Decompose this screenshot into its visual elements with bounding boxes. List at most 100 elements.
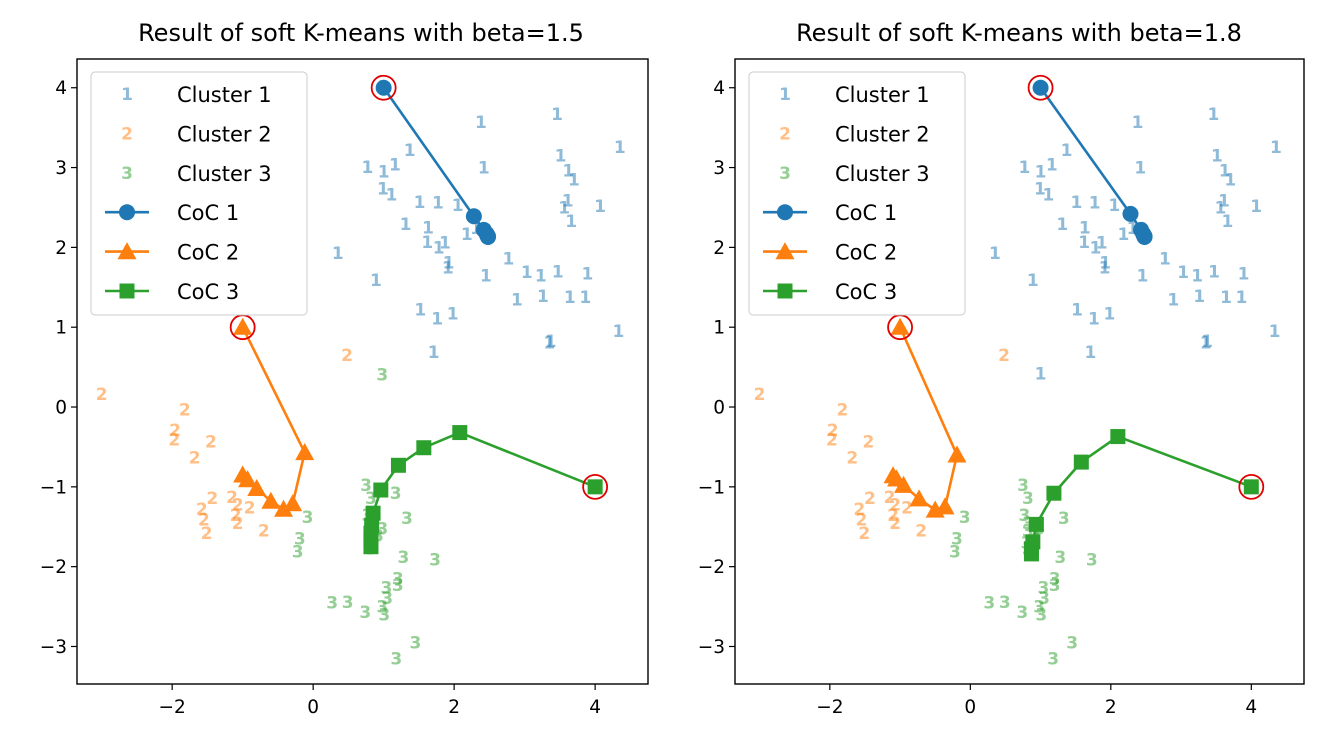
- cluster-3-point: 3: [999, 593, 1011, 613]
- cluster-3-point: 3: [401, 509, 413, 529]
- cluster-1-point: 1: [1108, 196, 1120, 216]
- coc-3-marker: [1110, 429, 1126, 445]
- cluster-1-point: 1: [1220, 288, 1232, 308]
- legend-marker: [777, 283, 793, 299]
- coc-2-marker: [274, 499, 294, 517]
- cluster-1-point: 1: [1056, 215, 1068, 235]
- cluster-2-point: 2: [244, 499, 256, 519]
- cluster-1-point: 1: [1191, 266, 1203, 286]
- cluster-2-point: 2: [189, 448, 201, 468]
- cluster-2-point: 2: [827, 421, 839, 441]
- cluster-2-point: 2: [864, 489, 876, 509]
- cluster-1-point: 1: [1027, 271, 1039, 291]
- cluster-2-point: 2: [846, 448, 858, 468]
- cluster-1-point: 1: [447, 305, 459, 325]
- cluster-1-point: 1: [1042, 186, 1054, 206]
- coc-2-marker: [947, 445, 967, 463]
- cluster-1-point: 1: [378, 163, 390, 183]
- cluster-1-point: 1: [443, 254, 455, 274]
- coc-2-marker: [283, 494, 303, 512]
- cluster-1-point: 1: [564, 288, 576, 308]
- cluster-1-point: 1: [362, 158, 374, 178]
- cluster-3-point: 3: [294, 530, 306, 550]
- cluster-1-point: 1: [1061, 141, 1073, 161]
- coc-3-marker: [587, 479, 603, 495]
- y-tick-label: −1: [698, 477, 725, 498]
- cluster-1-point: 1: [452, 196, 464, 216]
- plot-title: Result of soft K-means with beta=1.5: [138, 19, 584, 47]
- legend-marker: [119, 204, 135, 221]
- cluster-1-point: 1: [562, 162, 574, 182]
- cluster-1-point: 1: [1201, 332, 1213, 352]
- cluster-3-point: 3: [1049, 570, 1061, 590]
- initial-center-ring: [1027, 74, 1054, 101]
- cluster-3-point: 3: [1054, 548, 1066, 568]
- y-tick-label: 3: [55, 158, 67, 179]
- cluster-2-point: 2: [901, 499, 913, 519]
- coc-2-marker: [295, 443, 315, 461]
- legend: 1 Cluster 1 2 Cluster 2 3 Cluster 3 CoC 1 CoC 2…: [748, 71, 966, 316]
- cluster-1-point: 1: [1079, 218, 1091, 238]
- cluster-3-point: 3: [390, 484, 402, 504]
- cluster-1-point: 1: [1207, 105, 1219, 125]
- cluster-1-point: 1: [1089, 238, 1101, 258]
- cluster-1-point: 1: [480, 266, 492, 286]
- cluster-1-point: 1: [562, 191, 574, 211]
- legend-label: CoC 2: [177, 241, 239, 265]
- cluster-1-point: 1: [332, 244, 344, 264]
- y-tick-label: −3: [698, 637, 725, 658]
- legend-label: Cluster 2: [177, 122, 272, 146]
- cluster-1-point: 1: [555, 147, 567, 167]
- legend-marker: 2: [779, 124, 791, 144]
- legend-marker: [119, 283, 135, 299]
- legend-marker: 1: [121, 85, 133, 105]
- cluster-3-point: 3: [1086, 550, 1098, 570]
- legend-label: CoC 2: [835, 241, 897, 265]
- cluster-1-point: 1: [404, 141, 416, 161]
- cluster-1-point: 1: [1167, 290, 1179, 310]
- y-tick-label: −3: [40, 637, 67, 658]
- cluster-1-point: 1: [478, 159, 490, 179]
- cluster-1-point: 1: [1214, 198, 1226, 218]
- cluster-2-point: 2: [230, 506, 242, 526]
- cluster-3-point: 3: [342, 593, 354, 613]
- cluster-3-point: 3: [1017, 476, 1029, 496]
- plot-frame: [76, 58, 649, 685]
- cluster-3-point: 3: [302, 508, 314, 528]
- y-tick-label: 3: [713, 158, 725, 179]
- coc-2-marker: [233, 317, 253, 335]
- cluster-1-point: 1: [565, 212, 577, 232]
- cluster-1-point: 1: [551, 105, 563, 125]
- cluster-2-point: 2: [856, 511, 868, 531]
- cluster-1-point: 1: [1089, 194, 1101, 214]
- cluster-3-point: 3: [376, 365, 388, 385]
- cluster-3-point: 3: [1022, 522, 1034, 542]
- legend-label: Cluster 1: [177, 83, 272, 107]
- cluster-3-point: 3: [292, 542, 304, 562]
- coc-3-marker: [390, 457, 406, 473]
- cluster-1-point: 1: [1218, 191, 1230, 211]
- cluster-1-point: 1: [1134, 159, 1146, 179]
- cluster-3-point: 3: [1022, 514, 1034, 534]
- y-tick-label: −1: [40, 477, 67, 498]
- cluster-1-point: 1: [1034, 179, 1046, 199]
- cluster-1-point: 1: [1208, 262, 1220, 282]
- cluster-1-point: 1: [1211, 147, 1223, 167]
- cluster-1-point: 1: [461, 225, 473, 245]
- cluster-1-point: 1: [1132, 113, 1144, 133]
- cluster-1-point: 1: [431, 309, 443, 329]
- cluster-3-point: 3: [360, 476, 372, 496]
- y-tick-label: 2: [713, 238, 725, 259]
- cluster-2-point: 2: [198, 511, 210, 531]
- cluster-2-point: 2: [858, 524, 870, 544]
- cluster-1-point: 1: [1099, 254, 1111, 274]
- cluster-1-point: 1: [1238, 265, 1250, 285]
- coc-1-marker: [375, 79, 392, 96]
- cluster-1-point: 1: [1270, 138, 1282, 158]
- cluster-1-point: 1: [989, 244, 1001, 264]
- cluster-3-point: 3: [359, 603, 371, 623]
- cluster-1-point: 1: [552, 262, 564, 282]
- legend-label: CoC 3: [177, 280, 239, 304]
- cluster-1-point: 1: [377, 179, 389, 199]
